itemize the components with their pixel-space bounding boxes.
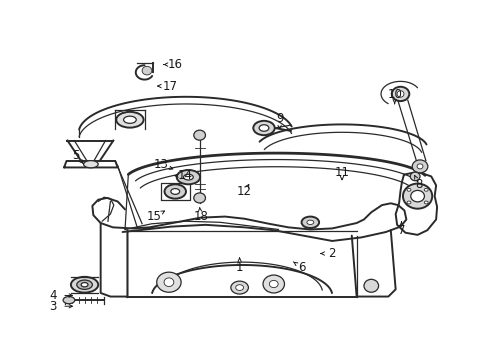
Ellipse shape — [306, 220, 313, 225]
Text: 14: 14 — [177, 169, 192, 182]
Text: 13: 13 — [153, 158, 168, 171]
Ellipse shape — [269, 280, 278, 288]
Text: 1: 1 — [235, 261, 243, 274]
Text: 8: 8 — [414, 178, 422, 191]
Ellipse shape — [416, 164, 422, 169]
Ellipse shape — [157, 272, 181, 292]
Ellipse shape — [259, 125, 268, 131]
Ellipse shape — [230, 281, 248, 294]
Ellipse shape — [409, 172, 419, 181]
Text: 15: 15 — [146, 210, 162, 223]
Text: 16: 16 — [167, 58, 183, 71]
Ellipse shape — [424, 201, 427, 204]
Text: 18: 18 — [193, 210, 207, 223]
Ellipse shape — [63, 297, 75, 304]
Text: 3: 3 — [50, 300, 57, 313]
Ellipse shape — [71, 277, 98, 293]
Ellipse shape — [142, 66, 152, 75]
Ellipse shape — [164, 184, 185, 199]
Text: 4: 4 — [49, 289, 57, 302]
Ellipse shape — [170, 189, 179, 194]
Ellipse shape — [391, 87, 408, 101]
Ellipse shape — [193, 193, 205, 203]
Ellipse shape — [123, 116, 136, 123]
Text: 5: 5 — [72, 149, 80, 162]
Ellipse shape — [116, 112, 143, 128]
Ellipse shape — [193, 130, 205, 140]
Ellipse shape — [410, 190, 424, 202]
Text: 9: 9 — [275, 112, 283, 125]
Ellipse shape — [176, 170, 200, 184]
Ellipse shape — [411, 160, 427, 173]
Ellipse shape — [183, 174, 193, 180]
Ellipse shape — [396, 91, 403, 97]
Text: 6: 6 — [298, 261, 305, 274]
Text: 12: 12 — [237, 185, 251, 198]
Ellipse shape — [406, 201, 410, 204]
Text: 11: 11 — [334, 166, 349, 179]
Ellipse shape — [424, 188, 427, 191]
Ellipse shape — [163, 278, 173, 287]
Text: 10: 10 — [386, 88, 401, 101]
Ellipse shape — [235, 285, 243, 291]
Ellipse shape — [263, 275, 284, 293]
Ellipse shape — [402, 184, 431, 209]
Ellipse shape — [81, 283, 88, 287]
Ellipse shape — [83, 161, 98, 168]
Ellipse shape — [253, 121, 274, 135]
Ellipse shape — [301, 217, 319, 228]
Ellipse shape — [77, 280, 92, 289]
Ellipse shape — [363, 279, 378, 292]
Text: 2: 2 — [328, 247, 335, 260]
Text: 7: 7 — [397, 224, 405, 238]
Ellipse shape — [406, 188, 410, 191]
Text: 17: 17 — [163, 80, 178, 93]
